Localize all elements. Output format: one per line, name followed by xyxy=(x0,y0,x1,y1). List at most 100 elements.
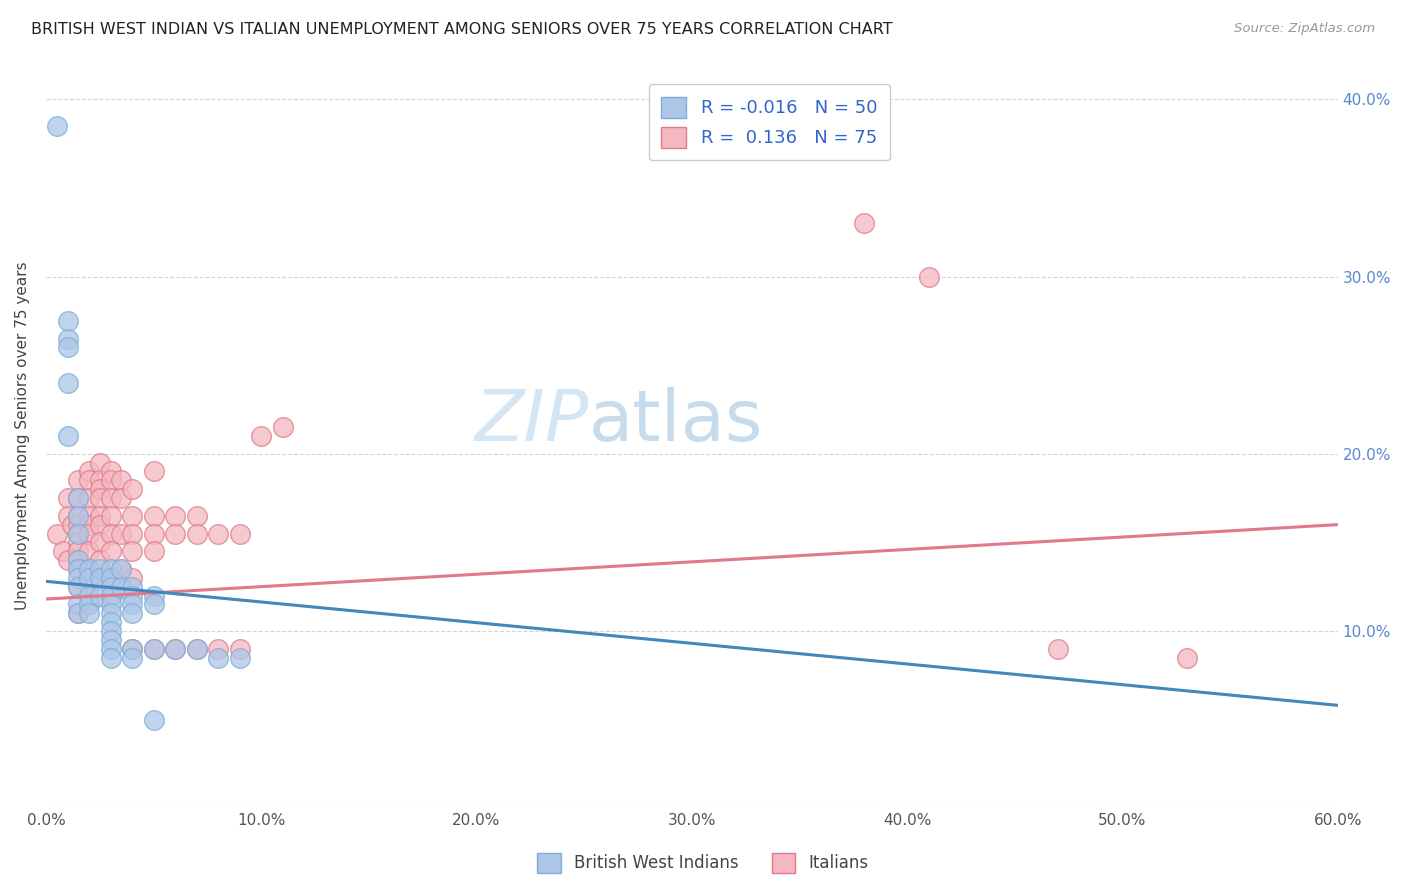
Point xyxy=(56,553,79,567)
Point xyxy=(1046,641,1069,656)
Point xyxy=(100,571,122,585)
Point xyxy=(77,571,100,585)
Point xyxy=(100,580,122,594)
Point xyxy=(67,526,90,541)
Point xyxy=(100,606,122,620)
Point xyxy=(186,508,208,523)
Point xyxy=(77,544,100,558)
Point xyxy=(121,544,143,558)
Point xyxy=(67,580,90,594)
Point xyxy=(56,376,79,390)
Point xyxy=(100,615,122,629)
Point xyxy=(89,589,111,603)
Point xyxy=(52,544,75,558)
Point xyxy=(100,641,122,656)
Point xyxy=(207,650,229,665)
Point xyxy=(77,465,100,479)
Point xyxy=(110,474,132,488)
Point xyxy=(56,508,79,523)
Point xyxy=(56,341,79,355)
Point xyxy=(77,562,100,576)
Point xyxy=(77,517,100,532)
Point xyxy=(121,598,143,612)
Point xyxy=(77,580,100,594)
Legend: British West Indians, Italians: British West Indians, Italians xyxy=(530,847,876,880)
Point xyxy=(60,517,83,532)
Point xyxy=(142,465,165,479)
Point xyxy=(142,641,165,656)
Point xyxy=(121,606,143,620)
Point xyxy=(165,526,187,541)
Point xyxy=(67,544,90,558)
Point xyxy=(186,526,208,541)
Point xyxy=(89,482,111,496)
Point xyxy=(77,598,100,612)
Point xyxy=(67,580,90,594)
Point xyxy=(67,535,90,549)
Point xyxy=(100,589,122,603)
Point xyxy=(110,580,132,594)
Point xyxy=(121,589,143,603)
Point xyxy=(67,606,90,620)
Point xyxy=(207,641,229,656)
Point xyxy=(165,641,187,656)
Point xyxy=(56,332,79,346)
Point xyxy=(110,562,132,576)
Point xyxy=(67,562,90,576)
Point xyxy=(121,482,143,496)
Point xyxy=(100,598,122,612)
Point xyxy=(89,571,111,585)
Point xyxy=(100,632,122,647)
Point xyxy=(89,474,111,488)
Point xyxy=(77,606,100,620)
Point xyxy=(142,598,165,612)
Point xyxy=(121,641,143,656)
Point xyxy=(100,491,122,505)
Point xyxy=(100,562,122,576)
Point xyxy=(89,456,111,470)
Point xyxy=(56,491,79,505)
Point xyxy=(67,606,90,620)
Point xyxy=(67,571,90,585)
Point xyxy=(121,580,143,594)
Point xyxy=(165,641,187,656)
Point xyxy=(121,641,143,656)
Point xyxy=(250,429,273,443)
Point xyxy=(67,598,90,612)
Point xyxy=(100,526,122,541)
Point xyxy=(917,269,939,284)
Point xyxy=(77,589,100,603)
Point xyxy=(121,571,143,585)
Point xyxy=(67,553,90,567)
Point xyxy=(228,641,250,656)
Point xyxy=(142,544,165,558)
Point xyxy=(77,598,100,612)
Point xyxy=(100,624,122,638)
Point xyxy=(100,465,122,479)
Point xyxy=(56,429,79,443)
Point xyxy=(67,474,90,488)
Point xyxy=(89,508,111,523)
Point xyxy=(121,526,143,541)
Point xyxy=(1175,650,1198,665)
Text: atlas: atlas xyxy=(589,387,763,456)
Point xyxy=(89,535,111,549)
Point xyxy=(100,474,122,488)
Point xyxy=(100,571,122,585)
Point xyxy=(142,508,165,523)
Text: BRITISH WEST INDIAN VS ITALIAN UNEMPLOYMENT AMONG SENIORS OVER 75 YEARS CORRELAT: BRITISH WEST INDIAN VS ITALIAN UNEMPLOYM… xyxy=(31,22,893,37)
Y-axis label: Unemployment Among Seniors over 75 years: Unemployment Among Seniors over 75 years xyxy=(15,261,30,610)
Point xyxy=(186,641,208,656)
Point xyxy=(67,508,90,523)
Point xyxy=(142,526,165,541)
Point xyxy=(142,641,165,656)
Point xyxy=(67,491,90,505)
Point xyxy=(45,526,67,541)
Point xyxy=(207,526,229,541)
Point xyxy=(67,517,90,532)
Point xyxy=(100,544,122,558)
Point xyxy=(100,508,122,523)
Point xyxy=(67,508,90,523)
Point xyxy=(186,641,208,656)
Point xyxy=(89,562,111,576)
